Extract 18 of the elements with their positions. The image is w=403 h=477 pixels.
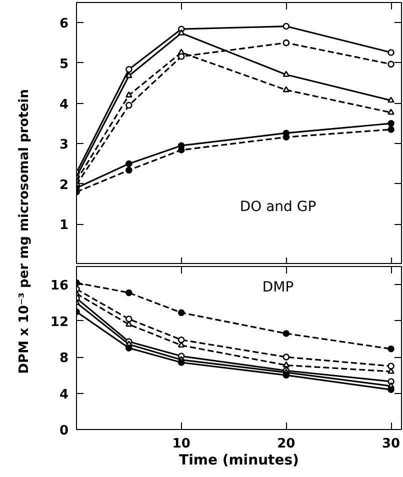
x-tick-label: 10 bbox=[172, 436, 190, 452]
x-tick-label: 30 bbox=[382, 436, 400, 452]
x-tick-label: 20 bbox=[277, 436, 296, 452]
y-tick-label: 4 bbox=[59, 387, 68, 402]
annotation: DMP bbox=[262, 280, 294, 296]
y-tick-label: 0 bbox=[59, 424, 68, 438]
y-tick-label: 6 bbox=[59, 16, 68, 32]
y-tick-label: 4 bbox=[59, 97, 68, 112]
x-axis-title: Time (minutes) bbox=[179, 452, 299, 468]
y-axis-title: DPM x 10⁻³ per mg microsomal protein bbox=[17, 89, 32, 374]
y-tick-label: 3 bbox=[59, 138, 68, 153]
y-tick-label: 1 bbox=[59, 218, 68, 234]
y-tick-label: 5 bbox=[59, 56, 68, 72]
y-tick-label: 2 bbox=[59, 178, 68, 193]
annotation: DO and GP bbox=[240, 198, 316, 215]
y-tick-label: 16 bbox=[50, 278, 69, 294]
y-tick-label: 8 bbox=[59, 351, 68, 366]
y-tick-label: 12 bbox=[50, 314, 69, 330]
